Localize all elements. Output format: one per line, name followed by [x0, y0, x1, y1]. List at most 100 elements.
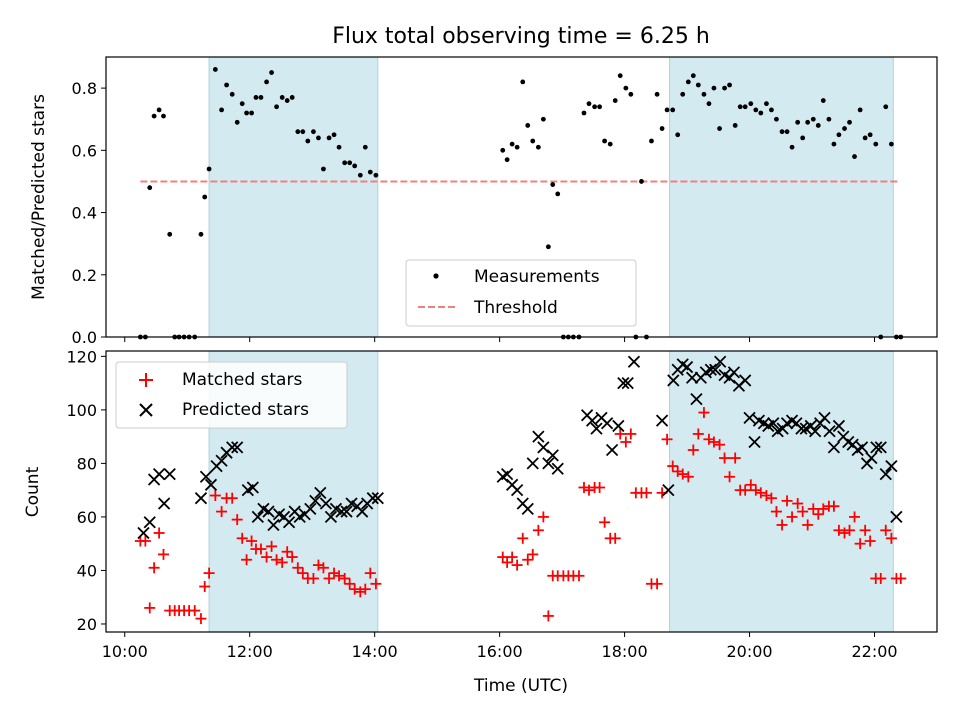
- predicted-stars-point: [163, 467, 176, 481]
- matched-stars-point: [864, 535, 876, 547]
- predicted-stars-point: [246, 481, 259, 494]
- matched-stars-point: [199, 581, 211, 593]
- measurement-point: [654, 91, 660, 97]
- matched-stars-point: [148, 562, 160, 574]
- matched-stars-point: [216, 506, 228, 518]
- y-tick-label: 60: [77, 508, 97, 527]
- y-tick-label: 100: [66, 401, 97, 420]
- measurement-point: [289, 95, 295, 100]
- measurement-point: [224, 82, 229, 88]
- matched-stars-point: [792, 498, 804, 510]
- matched-stars-point: [609, 532, 621, 544]
- matched-stars-point: [745, 479, 757, 491]
- measurement-point: [540, 116, 546, 122]
- predicted-stars-point: [667, 374, 680, 387]
- matched-stars-point: [271, 554, 283, 566]
- predicted-stars-point: [823, 425, 836, 438]
- measurement-point: [805, 119, 811, 125]
- measurement-point: [525, 123, 531, 128]
- measurement-point: [831, 141, 837, 147]
- matched-stars-point: [594, 481, 606, 493]
- predicted-stars-point: [818, 411, 831, 425]
- predicted-stars-point: [627, 355, 641, 368]
- matched-stars-point: [139, 535, 151, 547]
- bottom-panel: 10:00 12:00 14:00 16:00 18:00 20:00 22:00 20 40…: [23, 347, 938, 696]
- matched-stars-point: [532, 524, 544, 536]
- predicted-stars-point: [855, 441, 869, 454]
- matched-stars-point: [195, 613, 207, 625]
- predicted-stars-point: [680, 360, 694, 374]
- matched-stars-point: [739, 484, 751, 496]
- measurement-point: [147, 185, 153, 191]
- measurement-point: [847, 119, 852, 125]
- predicted-stars-point: [542, 457, 555, 470]
- matched-stars-point: [667, 460, 679, 472]
- predicted-stars-point: [874, 441, 887, 454]
- measurement-point: [612, 98, 618, 103]
- measurement-point: [219, 107, 224, 113]
- matched-stars-point: [880, 524, 892, 536]
- predicted-stars-point: [685, 371, 699, 384]
- matched-stars-point: [786, 511, 798, 523]
- matched-stars-point: [844, 524, 856, 536]
- predicted-stars-point: [655, 414, 669, 427]
- measurement-point: [342, 160, 348, 166]
- measurement-point: [336, 144, 342, 150]
- predicted-stars-point: [809, 425, 822, 438]
- matched-stars-point: [209, 490, 221, 502]
- matched-stars-point: [266, 540, 278, 552]
- matched-stars-point: [817, 503, 829, 515]
- measurement-point: [198, 231, 204, 237]
- matched-stars-point: [501, 556, 513, 568]
- predicted-stars-point: [262, 505, 275, 518]
- matched-stars-point: [677, 468, 689, 480]
- predicted-stars-point: [612, 419, 625, 433]
- matched-stars-point: [317, 562, 329, 574]
- matched-stars-point: [333, 570, 345, 582]
- legend-predicted-marker: [139, 403, 153, 417]
- predicted-stars-points: [137, 355, 903, 540]
- matched-stars-point: [714, 439, 726, 451]
- matched-stars-point: [703, 433, 715, 445]
- predicted-stars-point: [500, 467, 514, 481]
- matched-stars-point: [281, 546, 293, 558]
- matched-stars-point: [854, 538, 866, 550]
- matched-stars-point: [189, 605, 201, 617]
- matched-stars-point: [312, 559, 324, 571]
- matched-stars-point: [231, 514, 243, 526]
- matched-stars-point: [708, 436, 720, 448]
- matched-stars-point: [828, 500, 840, 512]
- matched-stars-point: [517, 532, 529, 544]
- legend-matched-label: Matched stars: [182, 370, 302, 390]
- matched-stars-point: [724, 471, 736, 483]
- matched-stars-point: [349, 583, 361, 595]
- matched-stars-point: [765, 492, 777, 504]
- predicted-stars-point: [251, 510, 264, 524]
- measurement-point: [326, 135, 332, 141]
- predicted-stars-point: [727, 366, 741, 379]
- measurement-point: [852, 154, 857, 159]
- measurement-point: [500, 147, 506, 153]
- matched-stars-point: [261, 551, 273, 563]
- predicted-stars-point: [704, 363, 717, 376]
- measurement-point: [675, 132, 681, 138]
- measurement-point: [592, 104, 598, 110]
- predicted-stars-point: [309, 494, 322, 508]
- x-axis-label: Time (UTC): [473, 676, 568, 696]
- x-tick-label: 10:00: [102, 642, 148, 661]
- y-tick-label: 120: [66, 347, 97, 366]
- matched-stars-point: [506, 551, 518, 563]
- measurement-point: [362, 144, 368, 150]
- measurement-point: [367, 169, 373, 175]
- measurement-point: [229, 91, 235, 97]
- matched-stars-point: [226, 492, 238, 504]
- matched-stars-points: [134, 407, 907, 625]
- y-tick-label: 20: [77, 615, 97, 634]
- measurement-point: [586, 101, 592, 107]
- measurement-point: [659, 126, 665, 131]
- measurement-point: [883, 104, 889, 110]
- matched-stars-point: [812, 508, 824, 520]
- matched-stars-point: [750, 484, 762, 496]
- matched-stars-point: [307, 572, 319, 584]
- matched-stars-point: [833, 524, 845, 536]
